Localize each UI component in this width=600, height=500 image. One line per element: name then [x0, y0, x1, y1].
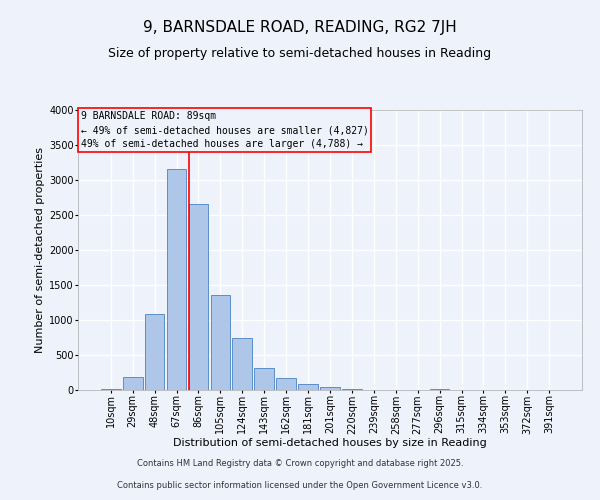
Bar — [320, 387, 340, 390]
Bar — [254, 368, 274, 390]
Text: Contains public sector information licensed under the Open Government Licence v3: Contains public sector information licen… — [118, 481, 482, 490]
Bar — [342, 389, 362, 390]
Text: 9 BARNSDALE ROAD: 89sqm
← 49% of semi-detached houses are smaller (4,827)
49% of: 9 BARNSDALE ROAD: 89sqm ← 49% of semi-de… — [80, 112, 368, 150]
Y-axis label: Number of semi-detached properties: Number of semi-detached properties — [35, 147, 45, 353]
Bar — [430, 388, 449, 390]
Text: Contains HM Land Registry data © Crown copyright and database right 2025.: Contains HM Land Registry data © Crown c… — [137, 458, 463, 468]
Text: 9, BARNSDALE ROAD, READING, RG2 7JH: 9, BARNSDALE ROAD, READING, RG2 7JH — [143, 20, 457, 35]
Bar — [123, 376, 143, 390]
Bar — [145, 314, 164, 390]
Bar — [101, 389, 121, 390]
Bar — [211, 295, 230, 390]
Bar — [276, 378, 296, 390]
Bar — [167, 170, 187, 390]
Bar — [232, 338, 252, 390]
Bar — [298, 384, 318, 390]
Bar — [188, 204, 208, 390]
Text: Size of property relative to semi-detached houses in Reading: Size of property relative to semi-detach… — [109, 48, 491, 60]
X-axis label: Distribution of semi-detached houses by size in Reading: Distribution of semi-detached houses by … — [173, 438, 487, 448]
